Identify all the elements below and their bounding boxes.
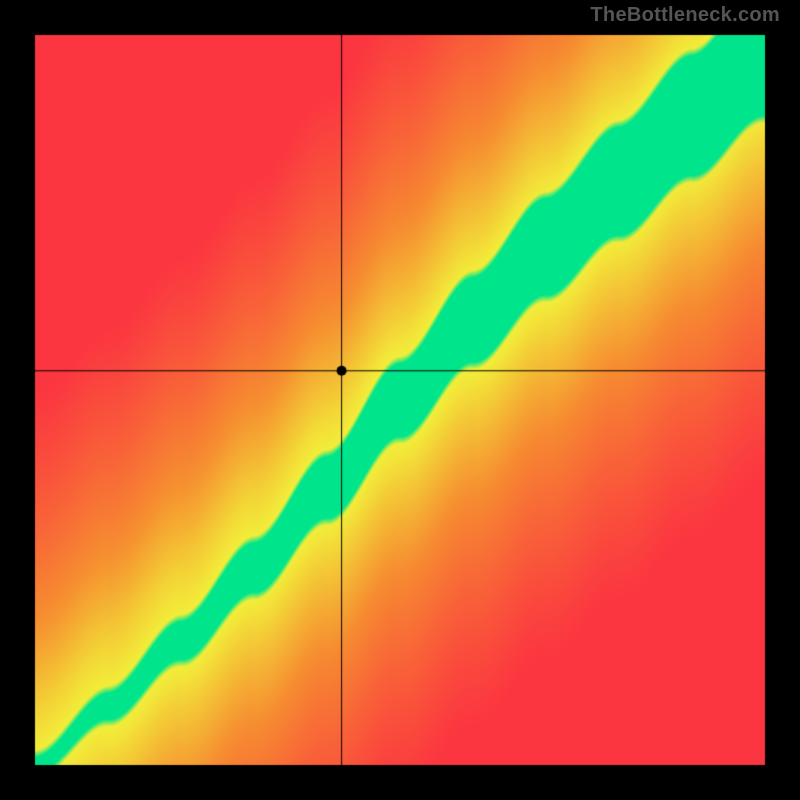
- watermark-text: TheBottleneck.com: [590, 4, 780, 27]
- heatmap-canvas: [0, 0, 800, 800]
- chart-container: TheBottleneck.com: [0, 0, 800, 800]
